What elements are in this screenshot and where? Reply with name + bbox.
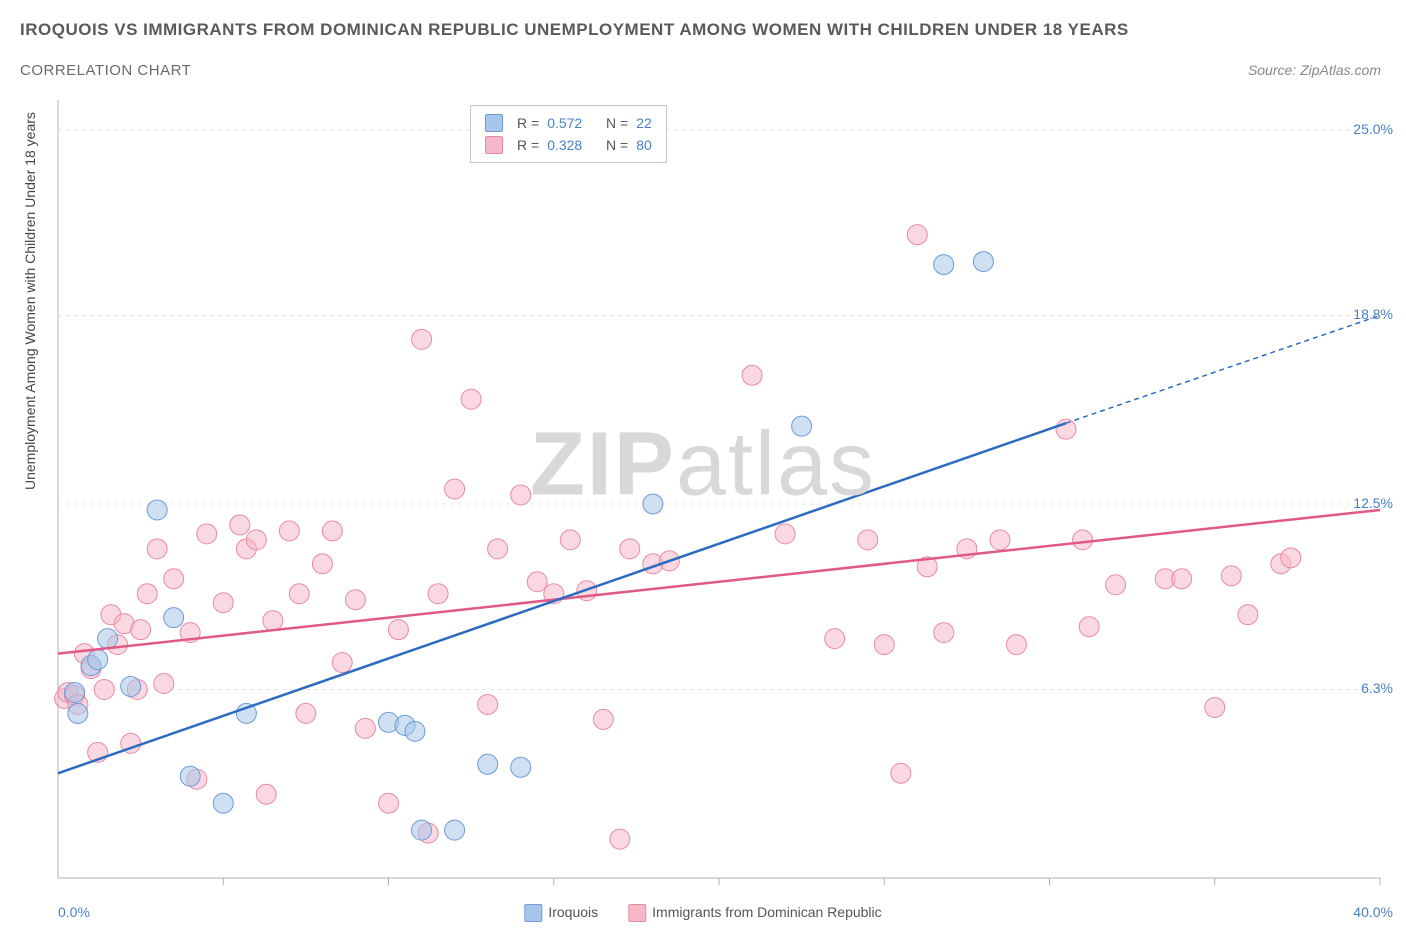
y-tick-label: 18.8% <box>1353 306 1393 322</box>
y-tick-label: 12.5% <box>1353 495 1393 511</box>
x-axis-min-label: 0.0% <box>58 904 90 920</box>
scatter-chart <box>0 0 1406 930</box>
legend-label-series1: Iroquois <box>548 904 598 920</box>
legend-label-series2: Immigrants from Dominican Republic <box>652 904 882 920</box>
swatch-series1 <box>485 114 503 132</box>
stats-legend: R = 0.572 N = 22 R = 0.328 N = 80 <box>470 105 667 163</box>
swatch-series2 <box>485 136 503 154</box>
legend-swatch-series1 <box>524 904 542 922</box>
legend-swatch-series2 <box>628 904 646 922</box>
bottom-legend: Iroquois Immigrants from Dominican Repub… <box>524 904 881 922</box>
y-tick-label: 6.3% <box>1361 680 1393 696</box>
y-tick-label: 25.0% <box>1353 121 1393 137</box>
x-axis-max-label: 40.0% <box>1353 904 1393 920</box>
